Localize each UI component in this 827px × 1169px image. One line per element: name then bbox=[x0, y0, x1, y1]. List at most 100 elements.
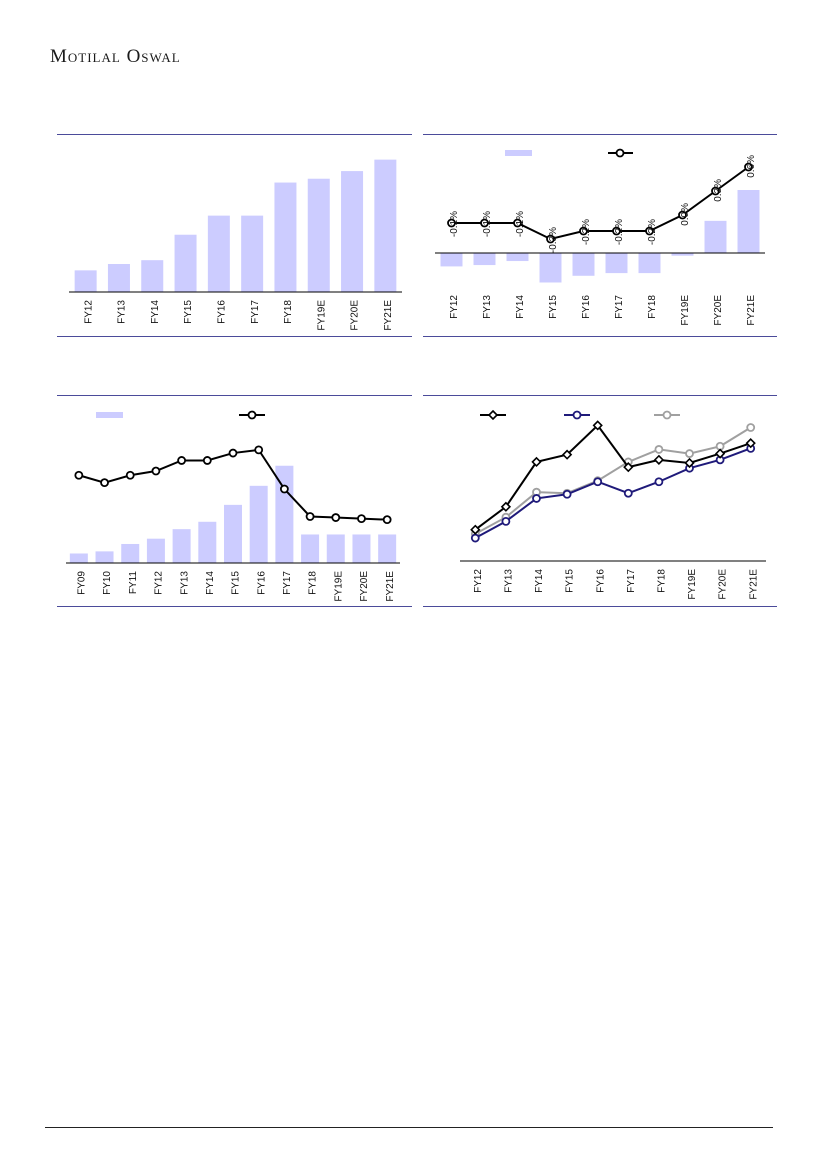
bar-FY10 bbox=[95, 551, 114, 563]
x-tick-FY14: FY14 bbox=[534, 569, 545, 593]
bar-FY14 bbox=[141, 260, 164, 292]
data-label-FY17: -0.2% bbox=[614, 219, 625, 245]
chart-panel-2: -0.1% -0.1% -0.1% -0.3% -0.2% -0.2% -0.2% 0.0% 0… bbox=[423, 134, 777, 338]
point-FY12 bbox=[447, 218, 456, 228]
bar-FY15 bbox=[174, 234, 197, 292]
chart-4-top-rule bbox=[423, 395, 777, 396]
point-FY11 bbox=[125, 470, 135, 480]
x-tick-FY15: FY15 bbox=[231, 571, 242, 595]
x-tick-FY15: FY15 bbox=[565, 569, 576, 593]
x-tick-FY12: FY12 bbox=[83, 300, 94, 324]
point-s1-FY21E bbox=[745, 438, 756, 449]
point-FY09 bbox=[74, 470, 84, 480]
x-tick-FY19E: FY19E bbox=[333, 571, 344, 602]
bar-FY16 bbox=[207, 215, 230, 292]
point-FY14 bbox=[202, 456, 212, 465]
bar-FY11 bbox=[121, 543, 140, 563]
data-label-FY18: -0.2% bbox=[647, 219, 658, 245]
x-tick-FY16: FY16 bbox=[216, 300, 227, 324]
point-s3-FY18 bbox=[654, 445, 664, 454]
x-tick-FY10: FY10 bbox=[102, 571, 113, 595]
x-tick-FY18: FY18 bbox=[283, 300, 294, 324]
point-s1-FY18 bbox=[653, 454, 665, 465]
bar-FY14 bbox=[506, 253, 529, 262]
bar-FY12 bbox=[440, 253, 463, 267]
x-tick-FY15: FY15 bbox=[548, 295, 559, 319]
bar-FY20E bbox=[352, 534, 371, 563]
point-FY12 bbox=[151, 466, 161, 476]
bar-FY18 bbox=[301, 534, 320, 563]
x-tick-FY18: FY18 bbox=[647, 295, 658, 319]
legend-marker-1 bbox=[487, 409, 499, 421]
x-tick-FY14: FY14 bbox=[205, 571, 216, 595]
x-tick-FY14: FY14 bbox=[515, 295, 526, 319]
bar-FY20E bbox=[704, 220, 727, 253]
bar-FY17 bbox=[605, 253, 628, 274]
bar-FY09 bbox=[69, 553, 88, 563]
point-FY20E bbox=[711, 186, 720, 196]
bar-FY19E bbox=[326, 534, 345, 563]
point-s1-FY12 bbox=[470, 524, 481, 535]
chart-4: FY12 FY13 FY14 FY15 FY16 FY17 FY18 FY19E FY20E FY… bbox=[460, 409, 766, 600]
point-FY19E bbox=[331, 513, 341, 522]
chart-panel-3: FY09 FY10 FY11 FY12 FY13 FY14 FY15 FY16 FY17 FY18… bbox=[57, 395, 412, 608]
x-tick-FY12: FY12 bbox=[449, 295, 460, 319]
point-FY17 bbox=[612, 226, 621, 236]
bar-FY19E bbox=[307, 178, 330, 292]
bar-FY20E bbox=[341, 171, 364, 292]
point-s1-FY19E bbox=[684, 457, 695, 469]
bar-FY18 bbox=[638, 253, 661, 274]
bar-FY18 bbox=[274, 182, 297, 292]
point-s2-FY15 bbox=[562, 489, 572, 499]
point-s3-FY21E bbox=[746, 423, 756, 432]
line-series-1 bbox=[474, 423, 752, 531]
x-tick-FY20E: FY20E bbox=[718, 569, 729, 600]
x-tick-FY13: FY13 bbox=[179, 571, 190, 595]
point-FY21E bbox=[382, 515, 392, 525]
bar-FY16 bbox=[249, 485, 268, 563]
point-FY14 bbox=[513, 218, 522, 228]
point-s2-FY12 bbox=[470, 533, 480, 543]
x-tick-FY21E: FY21E bbox=[748, 569, 759, 600]
line-series-3 bbox=[474, 426, 752, 535]
x-tick-FY21E: FY21E bbox=[385, 571, 396, 602]
x-tick-FY17: FY17 bbox=[250, 300, 261, 324]
x-tick-FY17: FY17 bbox=[626, 569, 637, 593]
legend-bar-swatch bbox=[505, 150, 532, 156]
chart-2-top-rule bbox=[423, 134, 777, 135]
point-FY15 bbox=[546, 234, 555, 244]
point-FY18 bbox=[645, 226, 654, 236]
data-label-FY19E: 0.0% bbox=[680, 203, 691, 226]
point-s2-FY14 bbox=[532, 494, 541, 503]
point-FY13 bbox=[480, 218, 489, 228]
line-series-2 bbox=[474, 447, 752, 539]
x-tick-FY18: FY18 bbox=[657, 569, 668, 593]
point-s2-FY16 bbox=[593, 477, 603, 487]
x-tick-FY12: FY12 bbox=[473, 569, 484, 593]
x-tick-FY20E: FY20E bbox=[713, 295, 724, 326]
chart-1: FY12 FY13 FY14 FY15 FY16 FY17 FY18 FY19E FY20E FY… bbox=[69, 159, 402, 331]
x-tick-FY17: FY17 bbox=[614, 295, 625, 319]
bar-FY13 bbox=[107, 264, 130, 292]
x-tick-FY13: FY13 bbox=[504, 569, 515, 593]
x-tick-FY13: FY13 bbox=[482, 295, 493, 319]
x-tick-FY16: FY16 bbox=[256, 571, 267, 595]
bar-FY17 bbox=[241, 215, 264, 292]
chart-1-bottom-rule bbox=[57, 336, 412, 337]
data-label-FY15: -0.3% bbox=[548, 227, 559, 253]
point-s1-FY16 bbox=[592, 420, 603, 431]
point-FY16 bbox=[254, 445, 264, 455]
x-tick-FY16: FY16 bbox=[595, 569, 606, 593]
chart-3-top-rule bbox=[57, 395, 412, 396]
chart-3: FY09 FY10 FY11 FY12 FY13 FY14 FY15 FY16 FY17 FY18… bbox=[66, 410, 400, 602]
point-FY20E bbox=[357, 514, 366, 523]
x-tick-FY19E: FY19E bbox=[680, 295, 691, 326]
point-FY13 bbox=[177, 456, 187, 465]
legend-bar-swatch bbox=[96, 412, 123, 418]
point-s3-FY19E bbox=[685, 449, 694, 458]
point-s1-FY17 bbox=[623, 462, 634, 473]
legend-marker-3 bbox=[662, 410, 672, 420]
point-s2-FY17 bbox=[623, 488, 633, 498]
point-s2-FY13 bbox=[501, 516, 511, 526]
bar-FY21E bbox=[737, 190, 760, 253]
